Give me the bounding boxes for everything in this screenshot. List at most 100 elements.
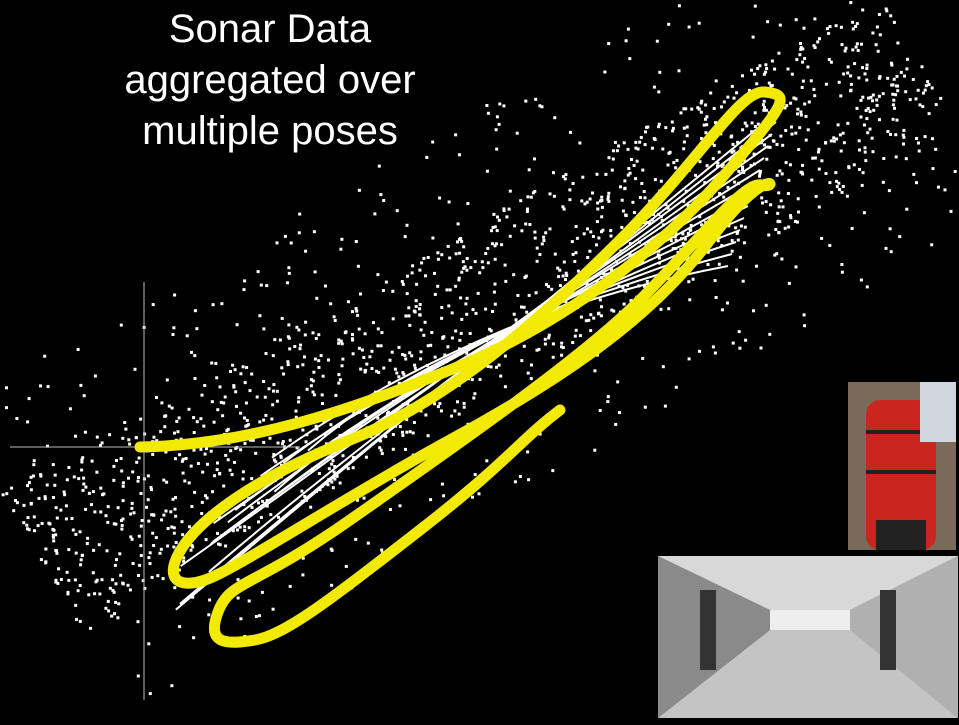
sonar-point [147,520,150,523]
sonar-point [296,365,299,368]
sonar-point [245,402,248,405]
sonar-point [718,151,721,154]
sonar-point [589,313,592,316]
sonar-point [918,150,921,153]
sonar-point [329,423,332,426]
sonar-point [860,43,863,46]
sonar-point [627,148,630,151]
sonar-point [91,460,94,463]
sonar-point [306,388,309,391]
sonar-point [902,129,905,132]
sonar-point [5,406,8,409]
sonar-point [175,420,178,423]
sonar-point [502,104,505,107]
sonar-point [676,159,679,162]
sonar-point [814,157,817,160]
sonar-point [60,578,63,581]
sonar-point [658,71,661,74]
sonar-point [120,324,123,327]
sonar-point [160,518,163,521]
sonar-point [361,349,364,352]
sonar-point [15,417,18,420]
sonar-point [137,675,140,678]
sonar-point [65,504,68,507]
sonar-point [562,275,565,278]
sonar-point [84,508,87,511]
sonar-point [781,172,784,175]
sonar-point [185,457,188,460]
sonar-point [114,564,117,567]
sonar-point [796,221,799,224]
sonar-point [14,499,17,502]
sonar-point [463,402,466,405]
sonar-point [803,27,806,30]
sonar-point [919,103,922,106]
sonar-point [174,457,177,460]
sonar-point [243,288,246,291]
sonar-point [753,73,756,76]
sonar-point [882,92,885,95]
sonar-point [487,112,490,115]
sonar-point [57,567,60,570]
sonar-point [792,97,795,100]
sonar-point [526,195,529,198]
sonar-point [548,334,551,337]
sonar-point [52,463,55,466]
sonar-point [293,345,296,348]
sonar-point [812,88,815,91]
sonar-point [672,161,675,164]
sonar-point [656,40,659,43]
sonar-point [509,235,512,238]
sonar-point [934,148,937,151]
sonar-point [166,545,169,548]
sonar-point [700,111,703,114]
sonar-point [424,274,427,277]
sonar-point [330,463,333,466]
sonar-point [499,375,502,378]
sonar-point [779,135,782,138]
sonar-point [600,215,603,218]
sonar-point [458,153,461,156]
sonar-point [113,522,116,525]
sonar-point [573,260,576,263]
sonar-point [257,501,260,504]
sonar-point [242,365,245,368]
sonar-point [738,347,741,350]
sonar-point [698,108,701,111]
sonar-point [53,529,56,532]
sonar-point [243,417,246,420]
sonar-point [451,311,454,314]
sonar-point [265,284,268,287]
sonar-point [776,143,779,146]
sonar-point [318,472,321,475]
sonar-point [889,133,892,136]
sonar-point [105,514,108,517]
sonar-point [121,524,124,527]
sonar-point [402,283,405,286]
sonar-point [530,377,533,380]
sonar-point [782,205,785,208]
sonar-point [801,164,804,167]
sonar-point [245,366,248,369]
sonar-point [277,442,280,445]
sonar-point [682,147,685,150]
sonar-point [852,27,855,30]
sonar-point [704,104,707,107]
sonar-point [475,312,478,315]
sonar-point [612,158,615,161]
sonar-point [341,342,344,345]
sonar-point [410,354,413,357]
sonar-point [448,257,451,260]
sonar-point [270,418,273,421]
sonar-point [795,18,798,21]
sonar-point [563,208,566,211]
sonar-point [127,477,130,480]
sonar-point [232,386,235,389]
sonar-point [900,71,903,74]
sonar-point [12,509,15,512]
sonar-point [698,350,701,353]
sonar-point [478,271,481,274]
sonar-point [163,415,166,418]
sonar-point [527,478,530,481]
sonar-point [846,72,849,75]
